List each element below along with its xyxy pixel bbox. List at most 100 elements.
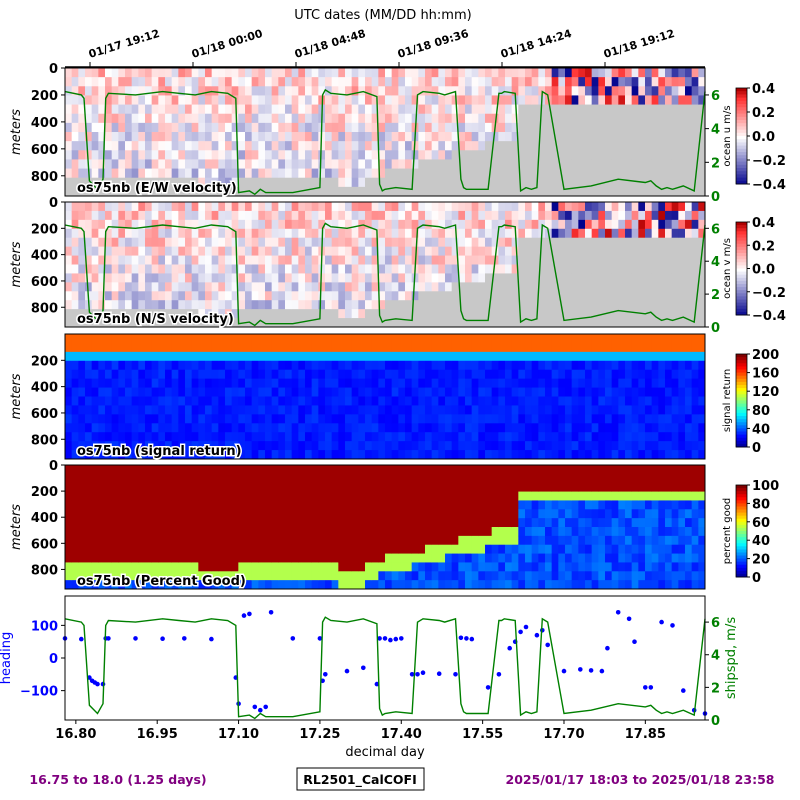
heatmap-cell xyxy=(245,68,253,78)
heatmap-cell xyxy=(191,264,199,274)
heatmap-cell xyxy=(165,141,173,151)
heatmap-cell xyxy=(311,450,319,460)
heatmap-cell xyxy=(505,219,513,230)
heatmap-cell xyxy=(105,432,113,442)
heatmap-cell xyxy=(191,527,199,537)
heatmap-cell xyxy=(465,378,473,388)
heatmap-cell xyxy=(265,104,273,115)
heatmap-cell xyxy=(165,291,173,301)
heatmap-cell xyxy=(418,491,426,501)
heatmap-cell xyxy=(591,441,599,451)
heatmap-cell xyxy=(265,450,273,460)
heatmap-cell xyxy=(178,264,186,274)
colorbar-segment xyxy=(736,271,747,276)
heatmap-cell xyxy=(585,86,593,96)
heatmap-cell xyxy=(231,86,239,96)
heatmap-cell xyxy=(651,309,659,319)
heatmap-cell xyxy=(65,210,73,221)
heatmap-cell xyxy=(671,68,679,78)
heatmap-cell xyxy=(611,177,619,188)
heatmap-cell xyxy=(291,177,299,188)
heatmap-cell xyxy=(671,291,679,301)
heatmap-cell xyxy=(218,369,226,380)
heatmap-cell xyxy=(405,342,413,353)
heatmap-cell xyxy=(318,562,326,572)
heatmap-cell xyxy=(245,309,253,319)
heatmap-cell xyxy=(345,535,353,546)
heatmap-cell xyxy=(498,396,506,406)
heatmap-cell xyxy=(578,219,586,230)
heatmap-cell xyxy=(131,527,139,537)
colorbar-segment xyxy=(736,422,747,426)
heatmap-cell xyxy=(631,219,639,230)
heatmap-cell xyxy=(598,219,606,230)
heatmap-cell xyxy=(451,177,459,188)
heatmap-cell xyxy=(298,86,306,96)
heatmap-cell xyxy=(565,360,573,371)
heatmap-cell xyxy=(131,68,139,78)
heatmap-cell xyxy=(351,360,359,371)
heatmap-cell xyxy=(311,141,319,151)
heatmap-cell xyxy=(238,527,246,537)
heatmap-cell xyxy=(631,351,639,362)
heatmap-cell xyxy=(165,122,173,133)
heatmap-cell xyxy=(285,132,293,142)
heatmap-cell xyxy=(571,351,579,362)
heatmap-cell xyxy=(225,414,233,424)
heatmap-cell xyxy=(318,482,326,492)
heatmap-cell xyxy=(178,509,186,519)
heatmap-cell xyxy=(171,423,179,433)
heatmap-cell xyxy=(265,177,273,188)
heatmap-cell xyxy=(365,246,373,256)
colorbar-segment xyxy=(736,403,747,408)
heatmap-cell xyxy=(158,95,166,105)
colorbar-segment xyxy=(736,375,747,380)
heatmap-cell xyxy=(238,491,246,501)
heatmap-cell xyxy=(71,396,79,406)
heatmap-cell xyxy=(585,113,593,124)
heatmap-cell xyxy=(85,405,93,415)
heatmap-cell xyxy=(631,141,639,151)
heatmap-cell xyxy=(398,210,406,221)
heatmap-cell xyxy=(71,291,79,301)
heatmap-cell xyxy=(338,473,346,484)
heatmap-cell xyxy=(85,202,93,212)
heatmap-cell xyxy=(418,369,426,380)
heatmap-cell xyxy=(165,562,173,572)
heatmap-cell xyxy=(311,562,319,572)
heatmap-cell xyxy=(625,113,633,124)
heatmap-cell xyxy=(178,282,186,292)
heatmap-cell xyxy=(78,309,86,319)
heatmap-cell xyxy=(618,282,626,292)
heatmap-cell xyxy=(551,369,559,380)
heatmap-cell xyxy=(645,159,653,169)
heatmap-cell xyxy=(258,300,266,310)
heatmap-cell xyxy=(365,535,373,546)
heatmap-cell xyxy=(425,342,433,353)
heatmap-cell xyxy=(305,378,313,388)
heatmap-cell xyxy=(85,544,93,554)
heatmap-cell xyxy=(525,255,533,265)
heatmap-cell xyxy=(365,309,373,319)
heatmap-cell xyxy=(131,571,139,581)
heatmap-cell xyxy=(118,396,126,406)
heatmap-cell xyxy=(311,571,319,581)
heatmap-cell xyxy=(645,396,653,406)
heatmap-cell xyxy=(558,423,566,433)
heatmap-cell xyxy=(245,150,253,160)
heatmap-cell xyxy=(505,202,513,212)
heatmap-cell xyxy=(518,159,526,169)
heatmap-cell xyxy=(171,360,179,371)
heatmap-cell xyxy=(431,360,439,371)
heatmap-cell xyxy=(485,342,493,353)
heatmap-cell xyxy=(198,186,206,197)
heatmap-cell xyxy=(278,141,286,151)
heatmap-cell xyxy=(565,86,573,96)
heatmap-cell xyxy=(605,334,613,344)
heatmap-cell xyxy=(331,291,339,301)
heatmap-cell xyxy=(645,334,653,344)
heatmap-cell xyxy=(131,291,139,301)
heatmap-cell xyxy=(311,210,319,221)
heatmap-cell xyxy=(378,441,386,451)
heatmap-cell xyxy=(491,159,499,169)
